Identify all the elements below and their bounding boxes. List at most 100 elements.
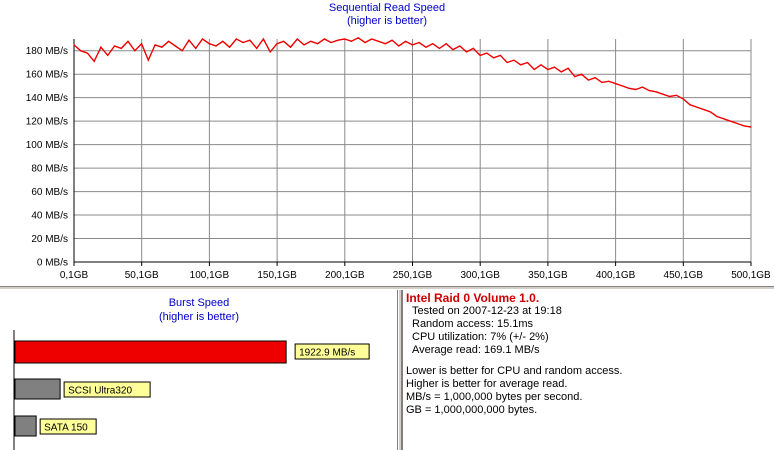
cpu-utilization: CPU utilization: 7% (+/- 2%) [412, 331, 549, 343]
data-point [215, 45, 217, 47]
data-point [628, 87, 630, 89]
sequential-read-panel: 0 MB/s 20 MB/s 40 MB/s 60 MB/s 80 MB/s 100 MB… [25, 2, 772, 281]
data-point [411, 44, 413, 46]
vertical-splitter[interactable] [398, 290, 402, 450]
data-point [174, 45, 177, 47]
data-point [364, 41, 366, 44]
data-point [452, 48, 454, 51]
data-point [404, 40, 407, 42]
data-point [249, 39, 251, 41]
data-point [425, 46, 427, 48]
data-point [377, 40, 380, 42]
data-point [567, 67, 569, 69]
data-point [499, 54, 501, 57]
data-point [201, 38, 204, 40]
data-point [547, 68, 549, 71]
info-panel: Intel Raid 0 Volume 1.0. Tested on 2007-… [402, 290, 774, 450]
data-point [709, 111, 711, 113]
data-point [513, 59, 515, 61]
reference-bar [14, 378, 61, 400]
data-point [235, 38, 237, 40]
data-point [445, 43, 447, 45]
y-tick-label: 40 MB/s [31, 211, 68, 222]
average-read: Average read: 169.1 MB/s [412, 344, 540, 356]
data-point [716, 115, 718, 118]
tested-on: Tested on 2007-12-23 at 19:18 [412, 305, 562, 317]
data-point [736, 122, 738, 125]
y-tick-label: 0 MB/s [37, 258, 68, 269]
burst-bar [14, 340, 287, 364]
data-point [120, 47, 122, 49]
data-point [689, 104, 691, 106]
data-point [161, 46, 163, 48]
chart-title: Sequential Read Speed [328, 2, 446, 14]
data-point [256, 47, 258, 49]
data-point [493, 57, 495, 59]
note-higher-better: Higher is better for average read. [406, 378, 568, 390]
data-point [330, 41, 332, 44]
data-point [465, 51, 468, 53]
data-point [147, 59, 149, 61]
data-point [181, 50, 183, 52]
x-tick-label: 0,1GB [60, 270, 89, 281]
data-point [262, 38, 265, 40]
y-tick-label: 60 MB/s [31, 187, 68, 198]
y-tick-label: 180 MB/s [26, 46, 68, 57]
data-point [303, 44, 305, 46]
data-point [533, 68, 535, 71]
data-point [472, 47, 474, 49]
x-tick-label: 200,1GB [325, 270, 365, 281]
data-point [594, 77, 596, 79]
y-tick-label: 20 MB/s [31, 234, 68, 245]
data-point [73, 44, 75, 46]
bar-label: 1922.9 MB/s [299, 348, 355, 359]
data-point [432, 43, 434, 45]
data-point [228, 46, 231, 48]
bar-label: SCSI Ultra320 [68, 386, 132, 397]
data-point [479, 54, 481, 57]
data-point [662, 93, 664, 95]
data-point [276, 43, 278, 45]
data-point [289, 46, 292, 48]
sequential-read-chart: 0 MB/s 20 MB/s 40 MB/s 60 MB/s 80 MB/s 100 MB… [26, 36, 771, 281]
burst-subtitle: (higher is better) [158, 311, 240, 323]
data-point [134, 50, 136, 52]
data-point [86, 52, 89, 54]
data-point [702, 108, 705, 111]
horizontal-splitter[interactable] [0, 286, 774, 290]
x-tick-label: 300,1GB [460, 270, 500, 281]
y-tick-label: 100 MB/s [26, 140, 68, 151]
data-point [587, 79, 589, 81]
data-point [729, 120, 732, 122]
data-point [195, 47, 197, 49]
data-point [581, 73, 583, 75]
data-point [398, 45, 400, 47]
data-point [384, 43, 386, 45]
data-point [608, 80, 610, 82]
data-point [208, 43, 210, 45]
chart-subtitle: (higher is better) [346, 15, 428, 27]
y-tick-label: 160 MB/s [26, 70, 68, 81]
data-point [621, 85, 623, 87]
data-point [296, 38, 298, 40]
data-point [418, 41, 420, 44]
data-point [100, 46, 102, 48]
data-point [371, 38, 373, 40]
data-point [269, 51, 271, 53]
bar-label-box [39, 418, 97, 435]
data-point [438, 47, 441, 49]
data-point [635, 88, 637, 91]
data-point [526, 61, 529, 64]
data-point [655, 91, 657, 93]
data-point [601, 81, 603, 84]
data-point [113, 45, 116, 47]
y-tick-label: 120 MB/s [26, 117, 68, 128]
data-point [648, 90, 650, 92]
data-point [310, 40, 312, 42]
data-point [188, 39, 190, 41]
data-point [93, 60, 95, 62]
data-point [675, 94, 677, 96]
data-point [540, 64, 542, 66]
data-point [696, 106, 698, 108]
data-point [459, 45, 461, 47]
